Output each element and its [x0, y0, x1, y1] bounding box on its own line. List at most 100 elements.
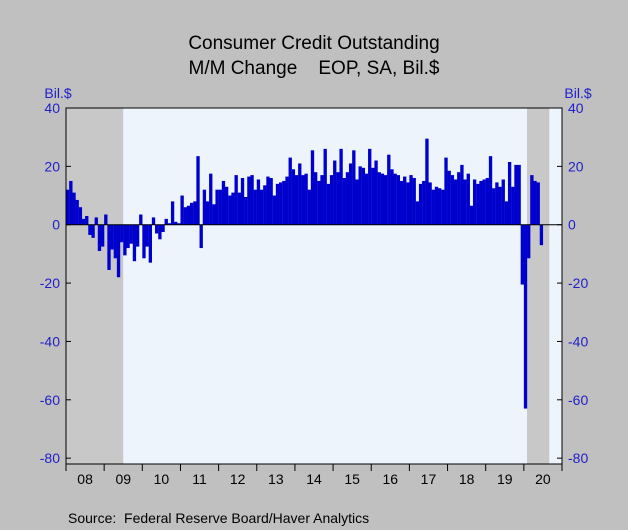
- recession-band-2: [527, 108, 550, 464]
- bar: [212, 204, 216, 225]
- bar: [368, 148, 372, 225]
- bar: [148, 224, 152, 263]
- bar: [492, 188, 496, 225]
- right-tick-label: 0: [568, 217, 576, 233]
- bar: [294, 175, 299, 225]
- bar: [377, 172, 381, 225]
- bar: [139, 214, 143, 225]
- bar: [170, 201, 175, 225]
- bar: [425, 138, 429, 225]
- bar: [110, 224, 114, 250]
- x-tick-label: 18: [459, 471, 475, 487]
- x-tick-label: 12: [230, 471, 246, 487]
- bar: [285, 176, 289, 225]
- bar: [158, 224, 162, 240]
- bar: [326, 183, 331, 225]
- bar: [339, 148, 343, 225]
- x-tick-label: 15: [344, 471, 360, 487]
- bar: [205, 201, 210, 225]
- bar: [453, 179, 458, 225]
- bar: [107, 224, 111, 270]
- bar: [272, 195, 276, 225]
- bar: [224, 186, 229, 225]
- bar: [228, 195, 232, 225]
- bar: [352, 150, 356, 225]
- bar: [129, 224, 133, 244]
- bar: [123, 224, 127, 256]
- bar: [374, 160, 378, 225]
- left-y-axis: 40 20 0 -20 -40 -60 -80: [40, 100, 71, 466]
- bar: [482, 179, 486, 225]
- bar: [75, 199, 79, 225]
- left-axis-unit: Bil.$: [44, 85, 71, 101]
- bar: [151, 217, 156, 225]
- bar: [463, 179, 467, 225]
- bar: [469, 205, 474, 225]
- chart-subtitle: M/M Change EOP, SA, Bil.$: [189, 58, 440, 79]
- bar: [501, 179, 505, 225]
- bar: [514, 164, 518, 225]
- bar: [177, 223, 181, 225]
- bar: [460, 164, 464, 225]
- bar: [393, 173, 397, 225]
- bar: [320, 175, 324, 225]
- bar: [329, 175, 334, 225]
- bar: [479, 180, 483, 225]
- recession-band-1: [66, 108, 124, 464]
- bar: [237, 192, 242, 225]
- bar: [345, 172, 350, 225]
- bar: [186, 205, 191, 225]
- bar: [422, 180, 426, 225]
- left-tick-label: -60: [40, 392, 60, 408]
- bar: [415, 201, 420, 225]
- plot-border: [65, 107, 563, 465]
- bar: [301, 175, 305, 225]
- x-tick-label: 13: [268, 471, 284, 487]
- bar: [135, 224, 140, 247]
- bar: [183, 207, 187, 225]
- left-tick-label: -80: [40, 450, 60, 466]
- right-tick-label: -60: [568, 392, 588, 408]
- bar: [396, 175, 400, 225]
- right-tick-label: -40: [568, 333, 588, 349]
- bar: [406, 182, 410, 225]
- bar: [520, 224, 524, 285]
- bar: [288, 157, 292, 225]
- bar: [221, 180, 226, 225]
- bar: [412, 178, 416, 225]
- bar: [94, 217, 98, 225]
- bar: [434, 186, 439, 225]
- bar: [530, 175, 534, 225]
- bar: [380, 173, 385, 225]
- bar: [431, 189, 435, 225]
- chart-title: Consumer Credit Outstanding: [188, 33, 439, 54]
- bar: [193, 201, 197, 225]
- bar: [145, 224, 149, 247]
- bar: [199, 224, 203, 249]
- right-tick-label: 20: [568, 158, 584, 174]
- bar: [498, 186, 502, 225]
- bar: [190, 202, 194, 225]
- x-tick-label: 16: [383, 471, 399, 487]
- right-tick-label: 40: [568, 100, 584, 116]
- x-tick-label: 19: [497, 471, 513, 487]
- bar: [72, 192, 76, 225]
- x-tick-label: 17: [421, 471, 437, 487]
- bar: [457, 172, 461, 225]
- bar: [371, 167, 375, 225]
- x-tick-label: 14: [306, 471, 322, 487]
- bar: [323, 148, 327, 225]
- bar: [240, 178, 245, 225]
- left-tick-label: 20: [44, 158, 60, 174]
- bar-series: [66, 138, 544, 409]
- bar: [495, 182, 499, 225]
- bar: [485, 178, 490, 225]
- x-tick-label: 08: [77, 471, 93, 487]
- bar: [403, 176, 407, 225]
- bar: [438, 188, 442, 225]
- bar: [180, 195, 184, 225]
- bar: [304, 173, 308, 225]
- bar: [279, 182, 283, 225]
- bar: [253, 189, 257, 225]
